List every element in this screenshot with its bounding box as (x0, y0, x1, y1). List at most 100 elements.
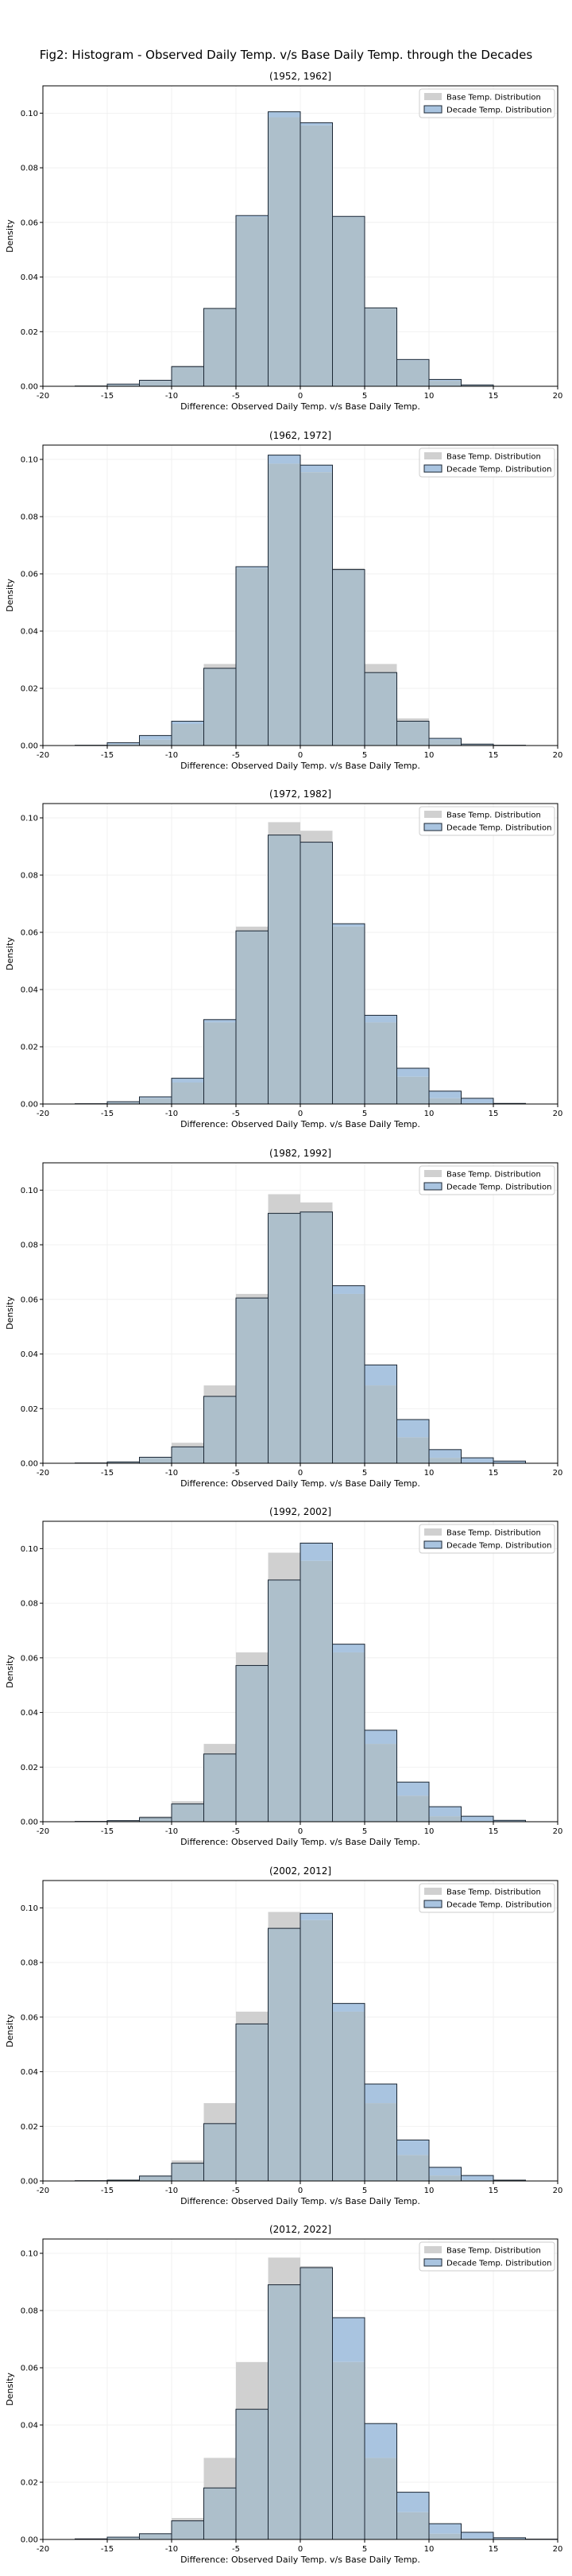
y-tick-label: 0.02 (21, 2479, 38, 2488)
overlap-bar (140, 2534, 172, 2539)
overlap-bar (172, 1447, 204, 1463)
y-tick-label: 0.08 (21, 872, 38, 881)
y-axis: 0.000.020.040.060.080.10 (21, 1545, 43, 1827)
overlap-bar (300, 2268, 333, 2539)
x-tick-label: 10 (424, 1469, 435, 1478)
legend-swatch-decade (424, 1183, 442, 1190)
x-tick-label: 20 (553, 2187, 563, 2195)
x-tick-label: 20 (553, 1469, 563, 1478)
base-bar-excess (397, 718, 430, 721)
overlap-bar (365, 1022, 397, 1104)
y-tick-label: 0.00 (21, 383, 38, 392)
decade-bar-excess (172, 721, 204, 724)
overlap-bar (172, 2521, 204, 2539)
x-tick-label: -15 (101, 1827, 114, 1836)
overlap-bar (236, 931, 269, 1104)
legend-swatch-decade (424, 465, 442, 472)
overlap-bar (204, 1396, 237, 1462)
base-bar-excess (300, 831, 333, 842)
legend-swatch-decade (424, 1541, 442, 1548)
panel-title: (2012, 2022] (269, 2224, 331, 2235)
x-tick-label: -10 (165, 751, 178, 760)
x-tick-label: -20 (37, 751, 49, 760)
overlap-bar (300, 472, 333, 746)
y-tick-label: 0.06 (21, 2013, 38, 2022)
overlap-bar (204, 668, 237, 745)
base-bar-excess (300, 1202, 333, 1211)
base-bar-excess (269, 1194, 301, 1213)
y-tick-label: 0.10 (21, 815, 38, 823)
overlap-bar (429, 1458, 462, 1463)
legend-label-decade: Decade Temp. Distribution (446, 1183, 552, 1191)
legend-swatch-base (424, 93, 442, 100)
overlap-bar (204, 2123, 237, 2180)
x-axis-label: Difference: Observed Daily Temp. v/s Bas… (180, 1119, 420, 1129)
legend-swatch-base (424, 2246, 442, 2253)
x-tick-label: 0 (298, 751, 303, 760)
x-axis-label: Difference: Observed Daily Temp. v/s Bas… (180, 761, 420, 771)
y-tick-label: 0.10 (21, 110, 38, 118)
base-bar-excess (269, 2257, 301, 2284)
overlap-bar (172, 724, 204, 746)
x-tick-label: -10 (165, 1827, 178, 1836)
x-tick-label: 20 (553, 392, 563, 401)
y-tick-label: 0.02 (21, 328, 38, 337)
legend-swatch-decade (424, 106, 442, 113)
overlap-bar (365, 1385, 397, 1463)
x-tick-label: 15 (489, 2545, 499, 2554)
y-axis: 0.000.020.040.060.080.10 (21, 455, 43, 750)
y-axis: 0.000.020.040.060.080.10 (21, 815, 43, 1110)
base-bar-excess (172, 2518, 204, 2521)
overlap-bar (140, 381, 172, 386)
x-axis-label: Difference: Observed Daily Temp. v/s Bas… (180, 2555, 420, 2565)
legend-label-decade: Decade Temp. Distribution (446, 2260, 552, 2268)
overlap-bar (397, 1437, 430, 1463)
y-tick-label: 0.10 (21, 1545, 38, 1554)
x-tick-label: -20 (37, 1827, 49, 1836)
x-tick-label: 5 (362, 2187, 367, 2195)
panel-title: (2002, 2012] (269, 1865, 331, 1877)
legend-swatch-base (424, 1170, 442, 1177)
x-tick-label: -15 (101, 751, 114, 760)
base-bar-excess (172, 1443, 204, 1447)
overlap-bar (397, 721, 430, 746)
overlap-bar (429, 2175, 462, 2181)
x-tick-label: 15 (489, 2187, 499, 2195)
y-axis-label: Density (5, 937, 15, 970)
x-axis-label: Difference: Observed Daily Temp. v/s Bas… (180, 1478, 420, 1489)
y-tick-label: 0.00 (21, 2177, 38, 2186)
x-tick-label: -20 (37, 392, 49, 401)
overlap-bar (236, 567, 269, 745)
y-axis-label: Density (5, 578, 15, 611)
y-tick-label: 0.04 (21, 2422, 38, 2431)
overlap-bar (365, 1744, 397, 1822)
overlap-bar (236, 2409, 269, 2539)
decade-bar-excess (333, 2318, 365, 2362)
decade-bar-excess (333, 1644, 365, 1652)
legend-label-base: Base Temp. Distribution (446, 812, 541, 820)
base-bar-excess (269, 1912, 301, 1928)
overlap-bar (365, 308, 397, 386)
overlap-bar (397, 360, 430, 386)
y-tick-label: 0.04 (21, 2068, 38, 2077)
overlap-bar (269, 1213, 301, 1462)
x-tick-label: 20 (553, 751, 563, 760)
legend-swatch-base (424, 1888, 442, 1895)
overlap-bar (300, 1211, 333, 1462)
overlap-bar (140, 1098, 172, 1104)
overlap-bar (140, 1458, 172, 1463)
y-tick-label: 0.10 (21, 455, 38, 464)
overlap-bar (236, 2024, 269, 2181)
x-tick-label: 20 (553, 1110, 563, 1118)
x-tick-label: -20 (37, 1110, 49, 1118)
decade-bar-excess (462, 2532, 494, 2539)
legend-swatch-decade (424, 1900, 442, 1908)
y-tick-label: 0.02 (21, 2122, 38, 2131)
overlap-bar (300, 1561, 333, 1822)
